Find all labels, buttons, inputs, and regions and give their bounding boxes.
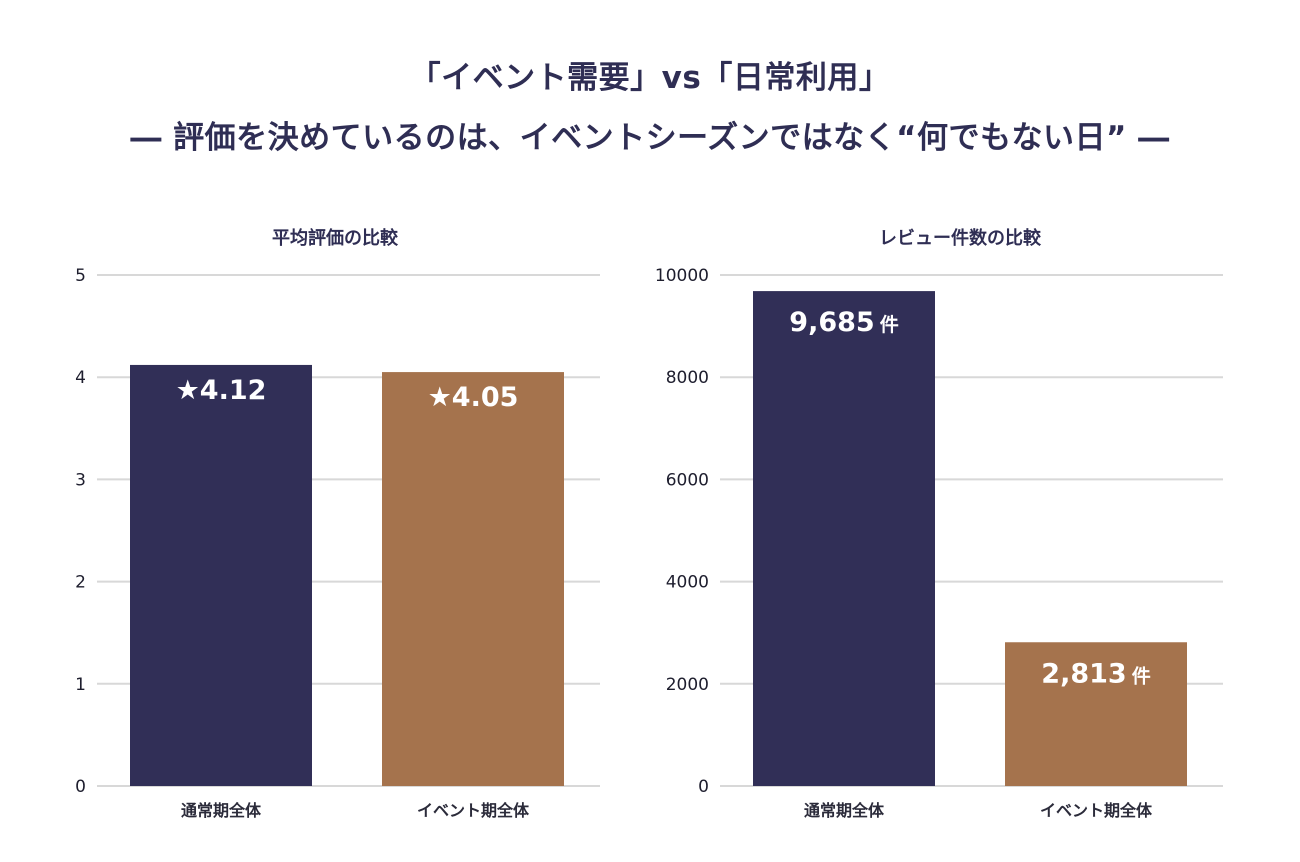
y-tick-label: 5 [75, 266, 86, 286]
y-tick-label: 4 [75, 368, 86, 388]
bar-value-text: 2,813 [1041, 658, 1126, 689]
bar-value-text: 9,685 [789, 307, 874, 338]
bar-value-label: ★4.05 [428, 382, 519, 413]
x-category-label: 通常期全体 [181, 801, 262, 820]
rating-chart: 平均評価の比較 0 1 2 3 4 5 ★4.12 通常期全体 ★4.05 イベント期全体 [75, 227, 600, 820]
y-tick-label: 0 [75, 777, 86, 797]
y-tick-label: 8000 [666, 368, 709, 388]
x-category-label: 通常期全体 [804, 801, 885, 820]
bar-value-label: 9,685 件 [789, 307, 898, 338]
bar [130, 364, 312, 786]
bar-value-label: ★4.12 [176, 375, 267, 406]
bar-value-text: ★4.12 [176, 375, 267, 406]
bar-value-text: ★4.05 [428, 382, 519, 413]
bar-value-unit: 件 [880, 313, 899, 336]
chart-subtitle: レビュー件数の比較 [879, 227, 1042, 249]
bar-value-label: 2,813 件 [1041, 658, 1150, 689]
bar-value-unit: 件 [1132, 664, 1151, 687]
y-tick-label: 10000 [655, 266, 709, 286]
y-tick-label: 2000 [666, 675, 709, 695]
y-tick-label: 6000 [666, 470, 709, 490]
y-tick-label: 3 [75, 470, 86, 490]
y-tick-label: 4000 [666, 573, 709, 593]
y-tick-label: 1 [75, 675, 86, 695]
chart-subtitle: 平均評価の比較 [272, 227, 399, 249]
x-category-label: イベント期全体 [417, 801, 530, 820]
chart-title-line-2: ― 評価を決めているのは、イベントシーズンではなく“何でもない日” ― [130, 120, 1170, 156]
review-count-chart: レビュー件数の比較 0 2000 4000 6000 8000 10000 9,685 件通常期… [655, 227, 1223, 820]
chart-title-line-1: 「イベント需要」vs「日常利用」 [409, 60, 891, 96]
bar [753, 291, 935, 786]
x-category-label: イベント期全体 [1040, 801, 1153, 820]
y-tick-label: 0 [698, 777, 709, 797]
bar [382, 372, 564, 786]
bar [1005, 642, 1187, 786]
y-tick-label: 2 [75, 573, 86, 593]
